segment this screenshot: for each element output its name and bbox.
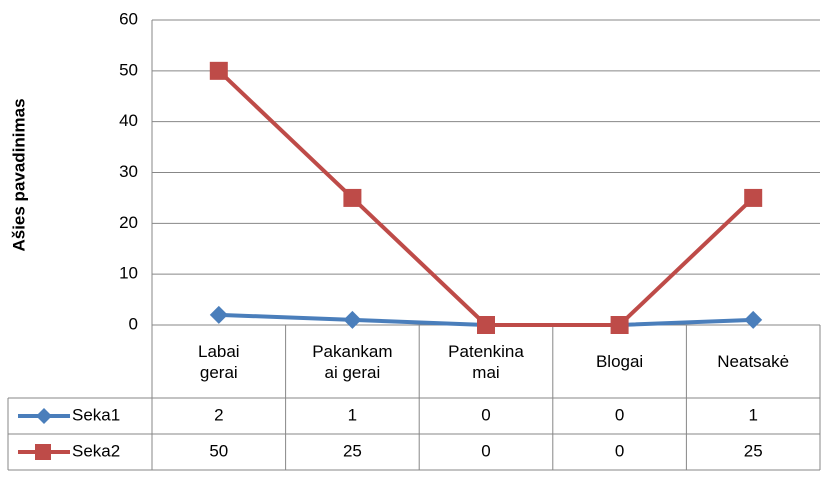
category-cell: Neatsakė bbox=[717, 352, 790, 371]
data-point bbox=[744, 310, 763, 329]
y-axis-title: Ašies pavadinimas bbox=[9, 98, 28, 251]
table-value: 25 bbox=[343, 441, 362, 460]
data-point bbox=[744, 188, 763, 207]
y-tick-label: 10 bbox=[119, 264, 138, 283]
data-point bbox=[209, 61, 228, 80]
x-tick-label: Labai gerai bbox=[197, 341, 240, 382]
x-tick-label: Patenkinamai bbox=[448, 341, 524, 382]
y-tick-label: 60 bbox=[119, 9, 138, 28]
table-value: 2 bbox=[214, 405, 223, 424]
y-tick-label: 20 bbox=[119, 213, 138, 232]
legend-label: Seka2 bbox=[72, 441, 120, 460]
table-value: 0 bbox=[615, 405, 624, 424]
table-value: 0 bbox=[481, 405, 490, 424]
table-value: 1 bbox=[348, 405, 357, 424]
y-tick-label: 50 bbox=[119, 60, 138, 79]
table-value: 1 bbox=[748, 405, 757, 424]
data-point bbox=[343, 310, 362, 329]
x-tick-label: Neatsakė bbox=[717, 352, 790, 371]
x-tick-label: Blogai bbox=[595, 352, 644, 371]
table-value: 0 bbox=[481, 441, 490, 460]
data-point bbox=[610, 316, 629, 334]
table-value: 25 bbox=[744, 441, 763, 460]
category-cell: Pakankamai gerai bbox=[312, 341, 393, 382]
y-tick-label: 30 bbox=[119, 162, 138, 181]
legend-label: Seka1 bbox=[72, 405, 120, 424]
series-line bbox=[217, 69, 755, 327]
table-value: 0 bbox=[615, 441, 624, 460]
legend-marker bbox=[35, 444, 51, 460]
y-tick-label: 0 bbox=[129, 314, 138, 333]
category-cell: Labai gerai bbox=[197, 341, 240, 382]
x-tick-label: Pakankamai gerai bbox=[312, 341, 393, 382]
category-cell: Blogai bbox=[595, 352, 644, 371]
table-value: 50 bbox=[209, 441, 228, 460]
data-point bbox=[477, 316, 495, 334]
y-tick-label: 40 bbox=[119, 111, 138, 130]
data-point bbox=[209, 305, 228, 324]
legend-marker bbox=[36, 408, 52, 424]
data-point bbox=[343, 188, 362, 207]
category-cell: Patenkinamai bbox=[448, 341, 524, 382]
